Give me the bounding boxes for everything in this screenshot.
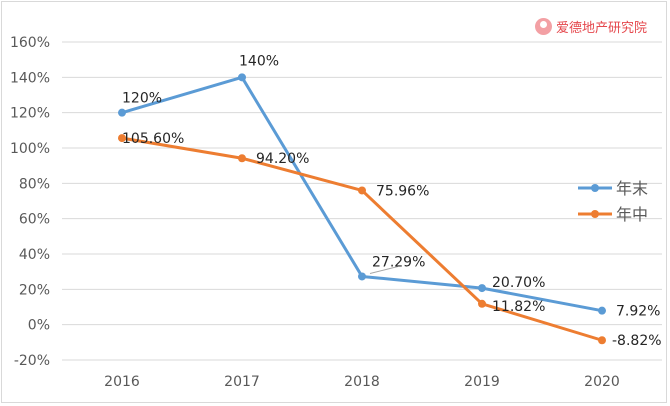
data-label: 27.29% <box>372 254 425 270</box>
legend-label: 年末 <box>616 179 648 198</box>
y-tick-label: 0% <box>28 318 50 334</box>
y-tick-label: 40% <box>19 247 50 263</box>
y-tick-label: 80% <box>19 176 50 192</box>
data-label: 11.82% <box>492 299 545 315</box>
data-point <box>118 108 126 117</box>
y-tick-label: 100% <box>10 141 50 157</box>
data-label: 94.20% <box>256 151 309 167</box>
data-point <box>598 336 606 345</box>
y-tick-label: 20% <box>19 282 50 298</box>
watermark-logo-icon <box>535 18 552 35</box>
data-label: 7.92% <box>616 304 660 320</box>
y-tick-label: 60% <box>19 212 50 228</box>
legend-label: 年中 <box>616 205 648 224</box>
data-point <box>238 73 246 82</box>
y-tick-label: -20% <box>14 353 50 369</box>
x-tick-label: 2018 <box>344 374 380 390</box>
y-tick-label: 160% <box>10 35 50 51</box>
x-tick-label: 2016 <box>104 374 140 390</box>
data-point <box>238 154 246 163</box>
legend-marker-dot <box>591 210 599 218</box>
data-point <box>478 284 486 293</box>
x-tick-label: 2017 <box>224 374 260 390</box>
x-tick-label: 2020 <box>584 374 620 390</box>
y-tick-label: 120% <box>10 106 50 122</box>
data-point <box>118 134 126 143</box>
watermark-text: 爱德地产研究院 <box>556 21 648 36</box>
label-leader-line <box>369 265 399 274</box>
x-tick-label: 2019 <box>464 374 500 390</box>
data-label: 75.96% <box>376 183 429 199</box>
y-tick-label: 140% <box>10 70 50 86</box>
data-label: 140% <box>239 53 279 69</box>
data-point <box>478 299 486 308</box>
data-point <box>598 306 606 315</box>
data-label: 105.60% <box>122 131 184 147</box>
watermark: 爱德地产研究院 <box>535 17 647 36</box>
data-label: -8.82% <box>612 333 662 349</box>
data-point <box>358 186 366 195</box>
data-point <box>358 272 366 281</box>
data-label: 20.70% <box>492 275 545 291</box>
legend-marker-dot <box>591 184 599 192</box>
data-label: 120% <box>122 91 162 107</box>
